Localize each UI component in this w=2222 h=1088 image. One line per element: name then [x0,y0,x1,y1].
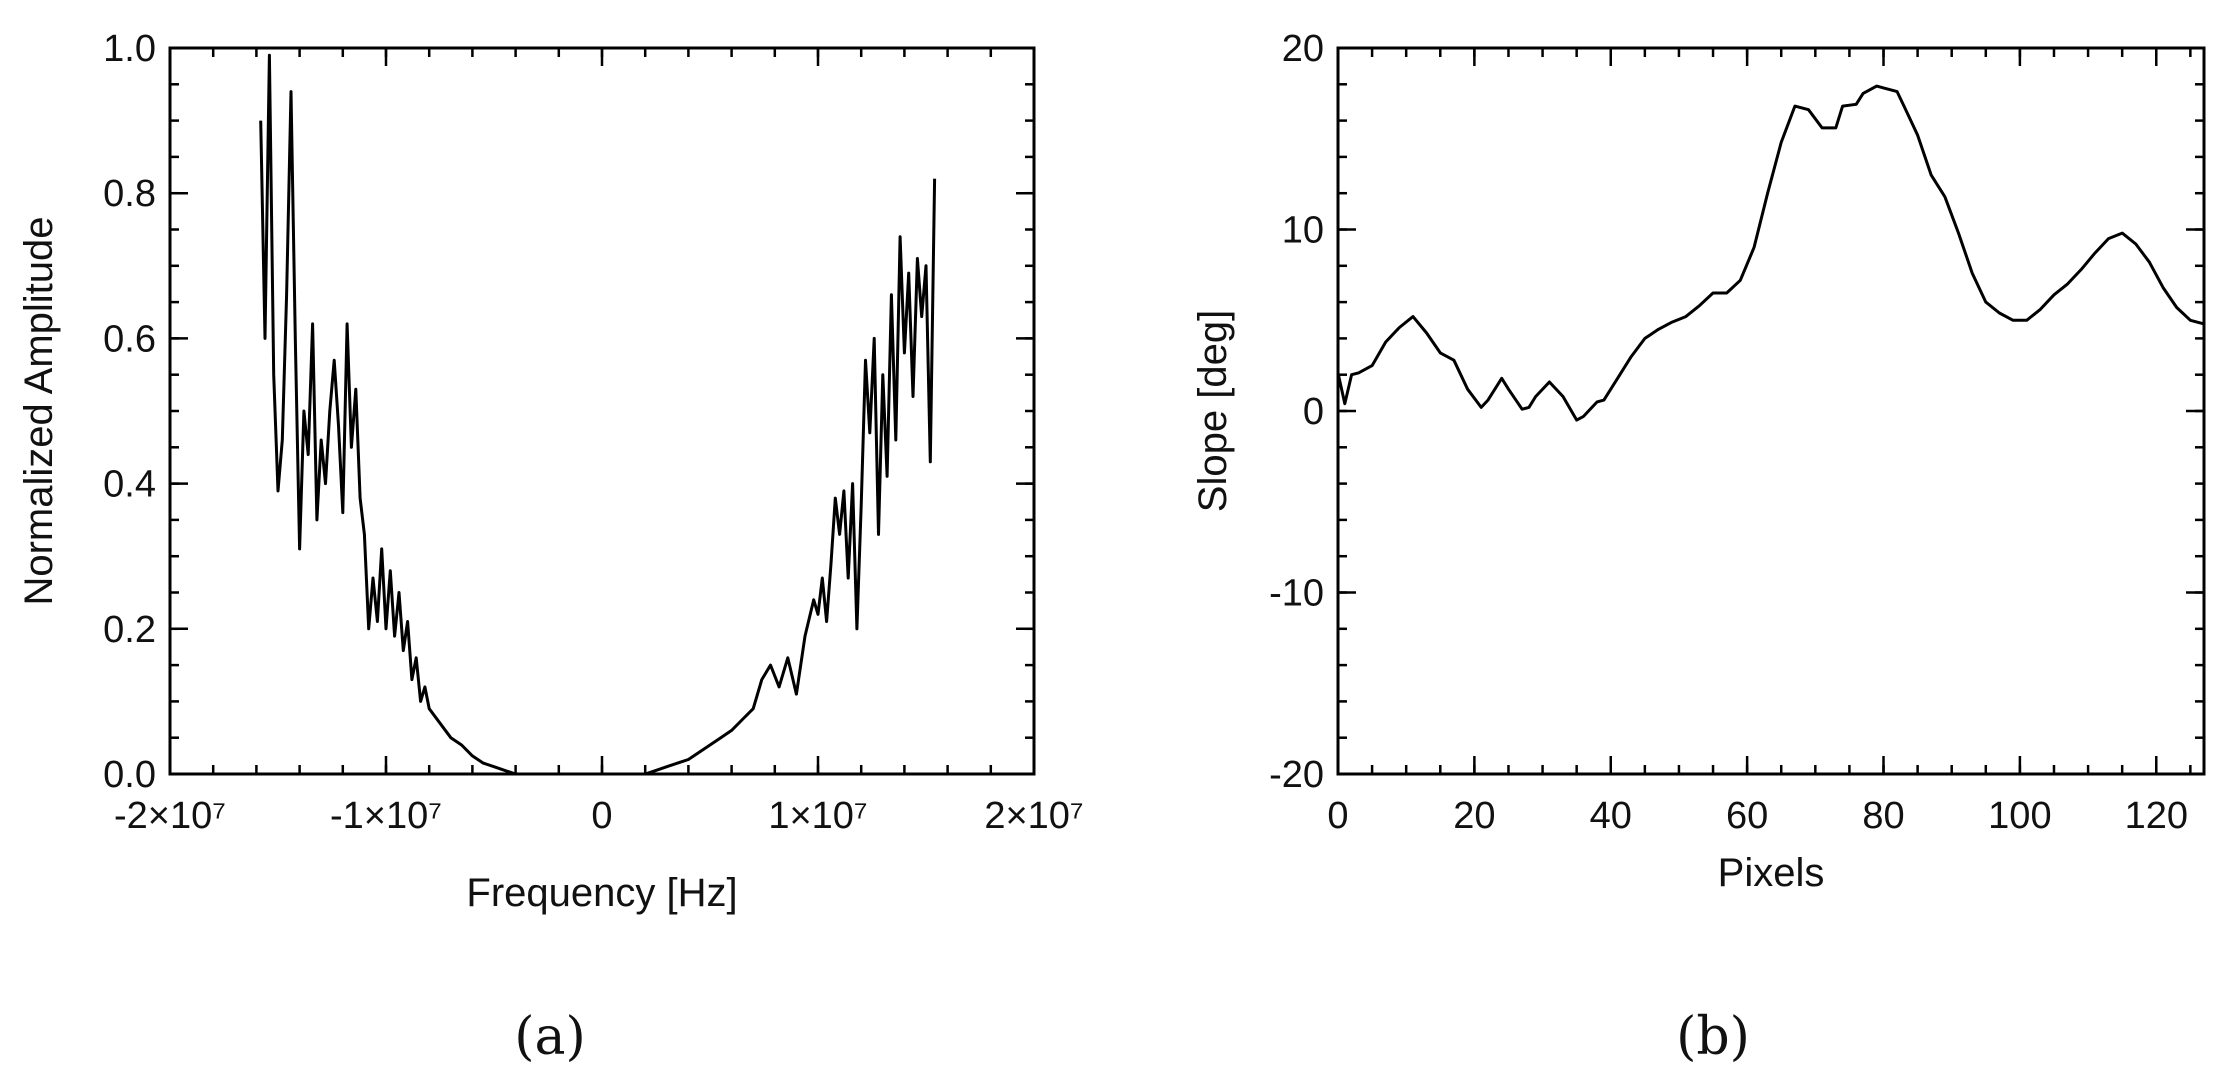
y-tick-label: 0.4 [103,464,156,506]
y-tick-label: 20 [1282,28,1324,70]
panel-a-ylabel: Normalized Amplitude [17,216,61,605]
panel-a: -2×10⁷ -1×10⁷ 0 1×10⁷ 2×10⁷ 0.0 0.2 0.4 0.6 0.8 1.… [17,28,1084,1067]
y-tick-label: -10 [1269,573,1324,615]
x-tick-label: -1×10⁷ [330,795,442,837]
x-tick-label: 60 [1726,795,1768,837]
x-tick-label: 100 [1988,795,2051,837]
y-tick-label: 0.8 [103,173,156,215]
panel-a-tick-labels: -2×10⁷ -1×10⁷ 0 1×10⁷ 2×10⁷ 0.0 0.2 0.4 0.6 0.8 1.… [103,28,1084,837]
y-tick-label: -20 [1269,754,1324,796]
x-tick-label: 0 [1327,795,1348,837]
x-tick-label: 120 [2125,795,2188,837]
x-tick-label: 20 [1453,795,1495,837]
x-tick-label: 0 [591,795,612,837]
panel-a-xlabel: Frequency [Hz] [466,871,737,915]
panel-a-ticks [168,46,1036,776]
x-tick-label: -2×10⁷ [114,795,226,837]
panel-b-frame [1336,46,2206,776]
y-tick-label: 0 [1303,391,1324,433]
y-tick-label: 0.0 [103,754,156,796]
panel-a-label: (a) [514,1007,586,1067]
panel-b-xlabel: Pixels [1718,851,1825,895]
panel-b: 0 20 40 60 80 100 120 -20 -10 0 10 20 Pixels Slope … [1191,28,2206,1067]
x-tick-label: 80 [1862,795,1904,837]
y-tick-label: 0.2 [103,609,156,651]
x-tick-label: 40 [1590,795,1632,837]
x-tick-label: 1×10⁷ [768,795,867,837]
y-tick-label: 0.6 [103,318,156,360]
panel-b-label: (b) [1676,1007,1750,1067]
panel-b-slope-line [1336,84,2205,422]
panel-a-frame [168,46,1036,776]
x-tick-label: 2×10⁷ [984,795,1083,837]
panel-b-ylabel: Slope [deg] [1191,310,1235,512]
panel-b-tick-labels: 0 20 40 60 80 100 120 -20 -10 0 10 20 [1269,28,2188,837]
panel-b-ticks [1336,46,2204,776]
y-tick-label: 10 [1282,210,1324,252]
panel-a-spectrum-line [259,53,937,776]
y-tick-label: 1.0 [103,28,156,70]
